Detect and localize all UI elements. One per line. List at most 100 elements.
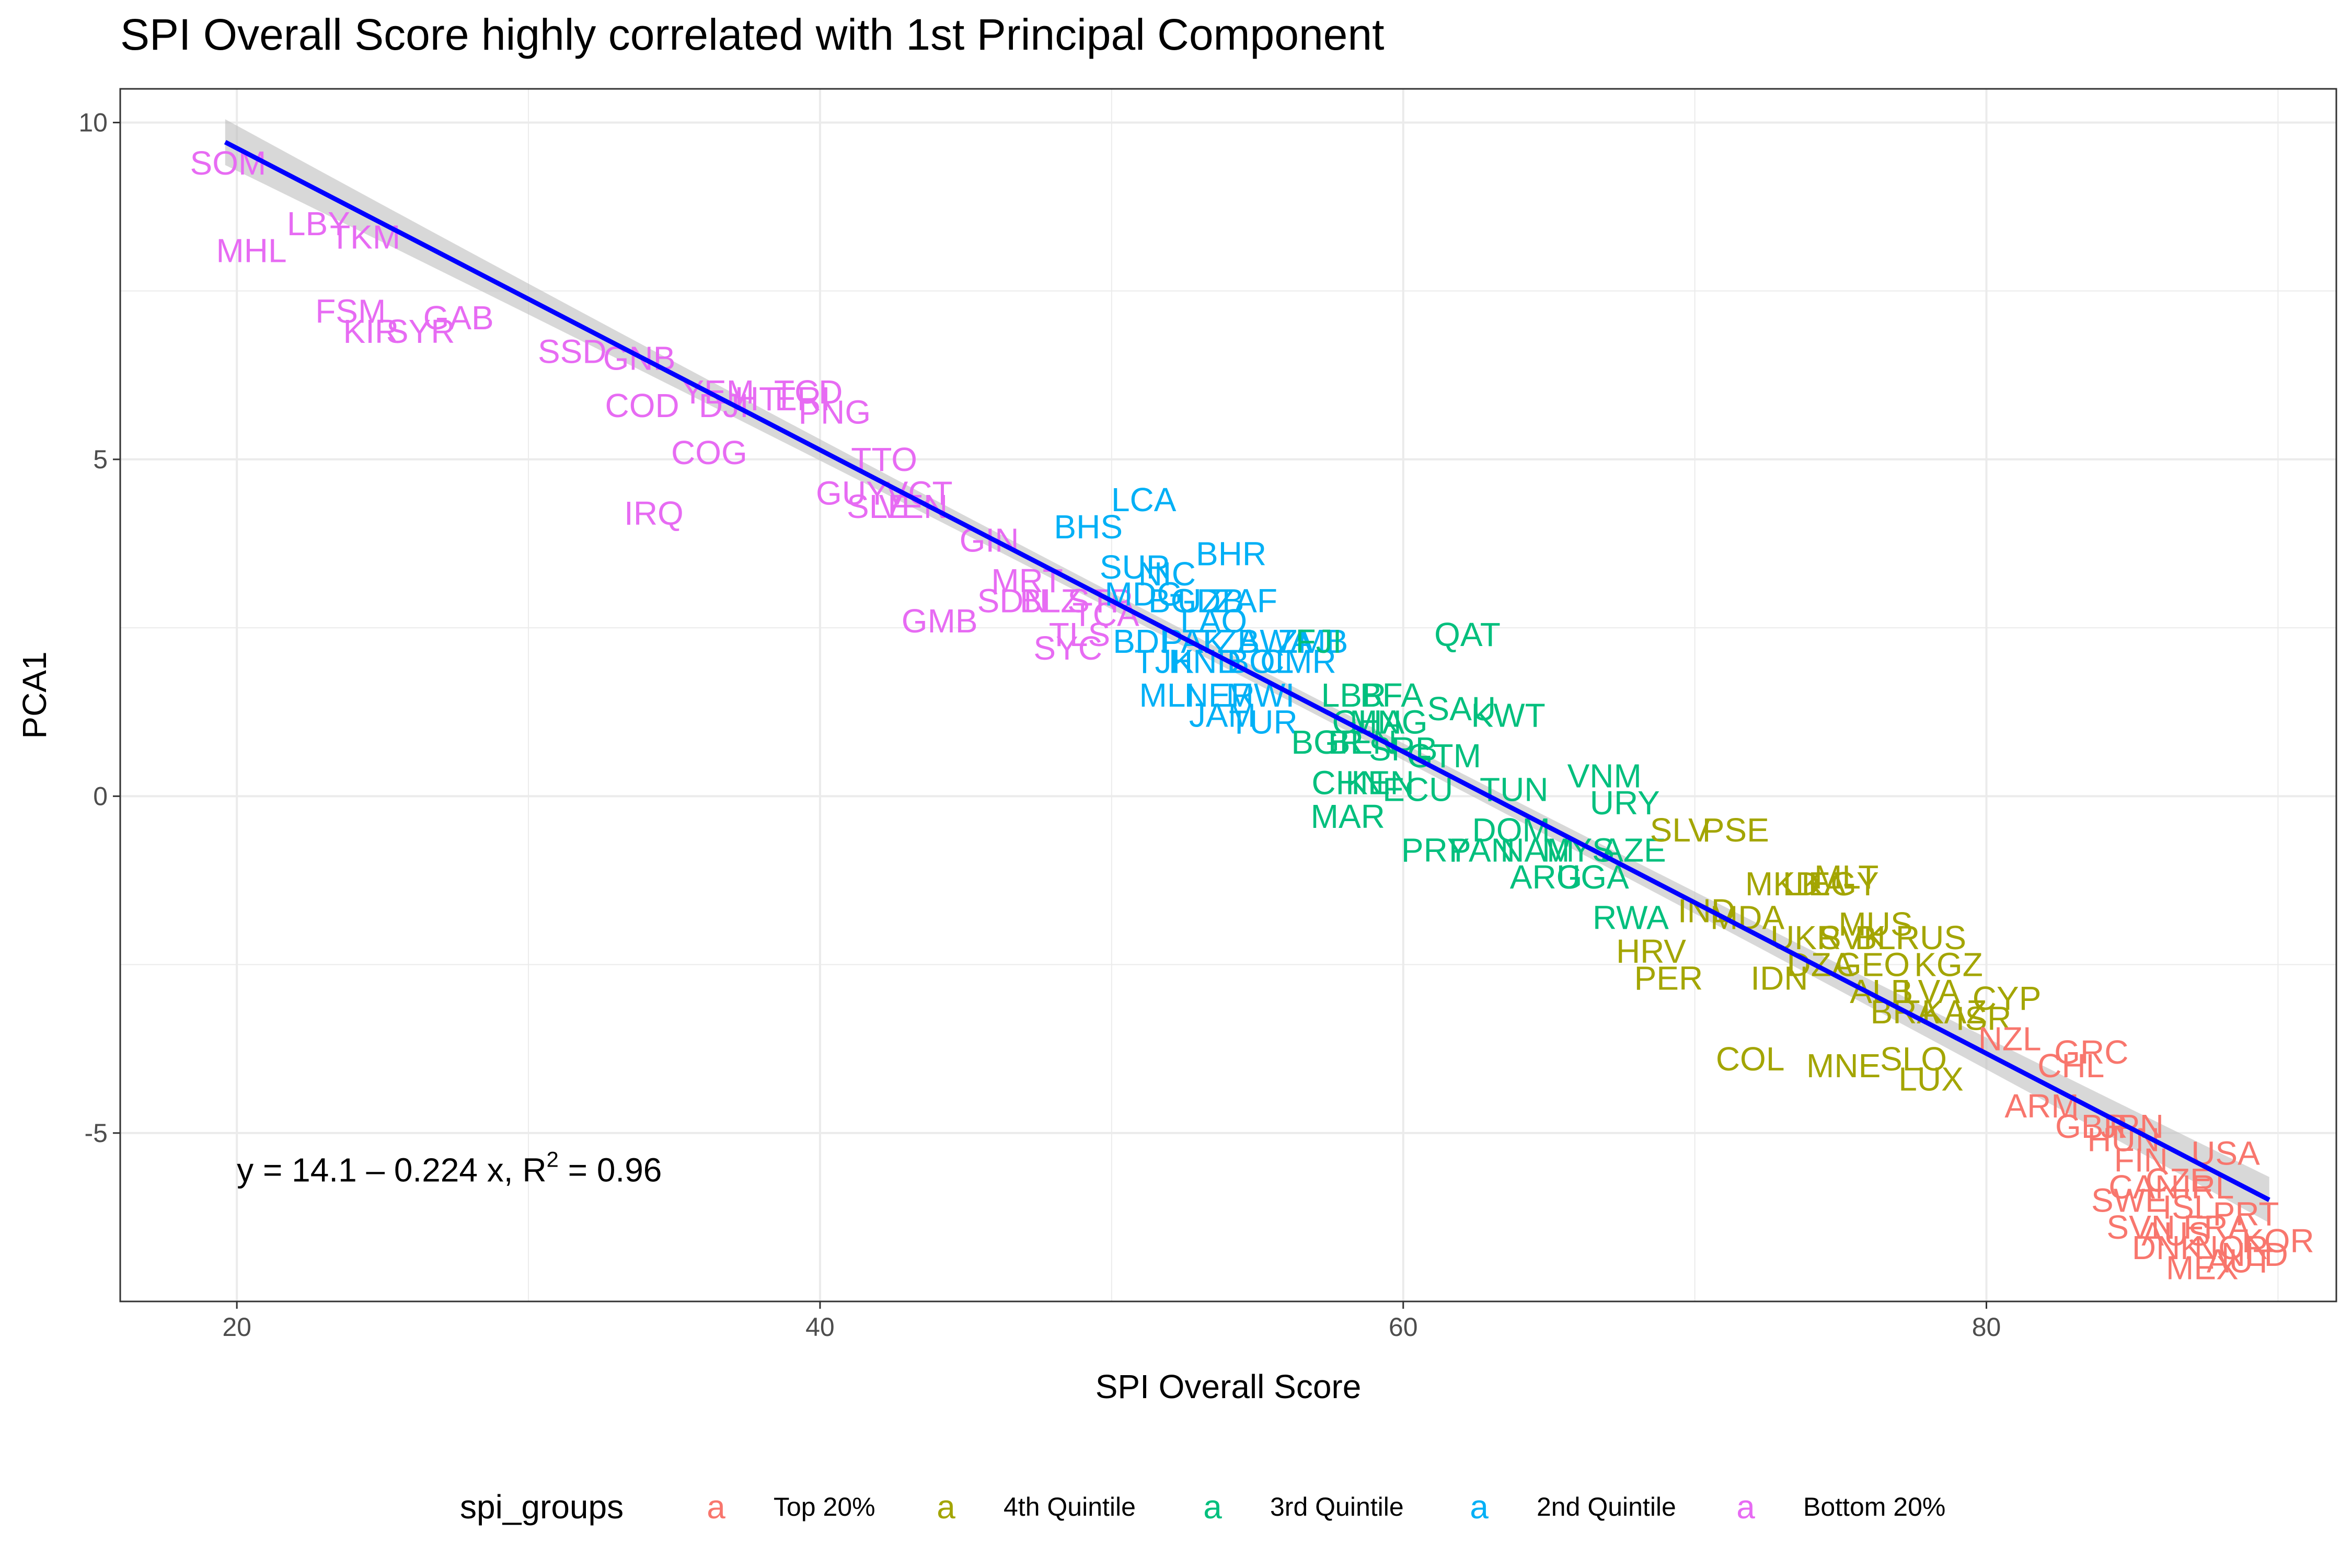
point-label-pse: PSE — [1702, 811, 1769, 849]
point-label-tjk: TJK — [1134, 643, 1194, 681]
point-label-ner: NER — [1184, 676, 1255, 714]
x-tick-label: 80 — [1972, 1312, 2001, 1342]
point-label-nzl: NZL — [1978, 1020, 2042, 1057]
point-label-isl: ISL — [2162, 1189, 2212, 1226]
x-tick-label: 20 — [222, 1312, 251, 1342]
point-label-fin: FIN — [2114, 1141, 2168, 1179]
point-label-kwt: KWT — [1471, 697, 1545, 734]
point-label-gtm: GTM — [1407, 737, 1481, 775]
point-label-chl: CHL — [2037, 1047, 2104, 1085]
plot-border — [119, 88, 2337, 1302]
y-axis-title: PCA1 — [16, 651, 53, 739]
point-label-pry: PRY — [1401, 831, 1469, 869]
point-label-sau: SAU — [1427, 690, 1496, 728]
point-label-vct: VCT — [886, 474, 953, 512]
point-label-gbr: GBR — [2055, 1108, 2128, 1145]
equation-main: y = 14.1 – 0.224 x, R — [237, 1151, 546, 1189]
point-label-stp: STP — [1067, 582, 1132, 620]
point-label-blz: BLZ — [1020, 582, 1081, 620]
point-label-blr: BLR — [1855, 919, 1920, 956]
point-label-mng: MNG — [1350, 704, 1427, 741]
point-label-isr: ISR — [1956, 1000, 2012, 1037]
point-label-som: SOM — [190, 144, 267, 182]
point-label-png: PNG — [798, 394, 871, 431]
point-label-alb: ALB — [1850, 973, 1913, 1010]
legend-item: a 2nd Quintile — [1470, 1488, 1676, 1526]
axis-layer: 20 40 60 80 -5 0 5 10 — [78, 108, 2001, 1342]
point-label-lka: LKA — [1783, 865, 1846, 903]
point-label-syr: SYR — [386, 313, 455, 350]
point-label-tza: TZA — [1197, 622, 1260, 660]
x-tick-label: 40 — [805, 1312, 835, 1342]
point-label-svk: SVK — [1819, 919, 1886, 956]
legend-key: a — [1470, 1488, 1489, 1526]
point-label-nic: NIC — [1138, 555, 1196, 593]
point-label-mli: MLI — [1139, 676, 1195, 714]
point-label-vnm: VNM — [1567, 757, 1642, 795]
point-label-kgz: KGZ — [1914, 946, 1983, 984]
point-label-rus: RUS — [1896, 919, 1966, 956]
point-label-irl: IRL — [2182, 1168, 2234, 1206]
point-label-mkd: MKD — [1745, 865, 1819, 903]
point-label-uzb: UZB — [1178, 582, 1244, 620]
point-label-mlt: MLT — [1814, 858, 1878, 896]
point-label-bgr: BGR — [1291, 723, 1364, 761]
point-label-fji: FJI — [1296, 622, 1342, 660]
point-label-cmr: CMR — [1260, 643, 1336, 681]
legend-label: 2nd Quintile — [1537, 1492, 1676, 1521]
y-tick-label: -5 — [85, 1119, 108, 1148]
point-label-aut: AUT — [2207, 1242, 2274, 1280]
point-label-fsm: FSM — [315, 292, 386, 330]
chart-title: SPI Overall Score highly correlated with… — [120, 10, 1385, 59]
point-label-lux: LUX — [1898, 1060, 1964, 1098]
point-label-bhr: BHR — [1196, 535, 1266, 572]
legend-label: Bottom 20% — [1803, 1492, 1945, 1521]
point-label-kir: KIR — [343, 313, 399, 350]
point-label-cog: COG — [671, 434, 747, 471]
point-label-bwa: BWA — [1238, 622, 1313, 660]
point-label-bol: BOL — [1227, 643, 1294, 681]
legend-key: a — [1736, 1488, 1755, 1526]
point-label-tca: TCA — [1073, 595, 1139, 633]
point-label-per: PER — [1634, 959, 1703, 997]
legend-key: a — [937, 1488, 955, 1526]
point-label-nor: NOR — [2194, 1229, 2268, 1266]
x-tick-label: 60 — [1389, 1312, 1418, 1342]
regression-line — [224, 140, 2270, 1202]
legend: spi_groups a Top 20% a 4th Quintile a 3rd Qui… — [460, 1488, 1945, 1526]
legend-item: a 3rd Quintile — [1203, 1488, 1404, 1526]
point-label-hun: HUN — [2087, 1121, 2160, 1159]
y-tick-label: 5 — [93, 445, 108, 474]
point-label-tun: TUN — [1480, 770, 1549, 808]
point-label-mys: MYS — [1542, 831, 1615, 869]
equation-superscript: 2 — [547, 1147, 559, 1172]
point-label-nam: NAM — [1500, 831, 1574, 869]
point-label-zaf: ZAF — [1214, 582, 1277, 620]
legend-label: Top 20% — [774, 1492, 875, 1521]
point-label-mhl: MHL — [216, 232, 286, 269]
point-label-mex: MEX — [2166, 1249, 2239, 1287]
point-label-arg: ARG — [1510, 858, 1583, 896]
equation-suffix: = 0.96 — [559, 1151, 662, 1189]
point-label-tls: TLS — [1049, 616, 1110, 653]
y-tick-label: 0 — [93, 781, 108, 811]
y-tick-label: 10 — [78, 108, 108, 137]
point-label-gmb: GMB — [902, 602, 978, 640]
point-label-fra: FRA — [2183, 1208, 2250, 1246]
point-label-lca: LCA — [1111, 481, 1177, 518]
point-label-lbr: LBR — [1321, 676, 1387, 714]
point-label-yem: YEM — [682, 373, 754, 411]
point-label-ury: URY — [1590, 784, 1660, 822]
point-label-bdi: BDI — [1113, 622, 1169, 660]
regression-equation: y = 14.1 – 0.224 x, R2 = 0.96 — [237, 1147, 662, 1189]
point-label-ven: VEN — [879, 488, 948, 525]
point-label-dnk: DNK — [2132, 1229, 2203, 1266]
point-label-sur: SUR — [1100, 548, 1170, 586]
legend-item: a Top 20% — [707, 1488, 875, 1526]
point-label-egy: EGY — [1808, 865, 1879, 903]
point-label-bfa: BFA — [1360, 676, 1423, 714]
point-label-irq: IRQ — [624, 494, 684, 532]
point-label-cyp: CYP — [1973, 979, 2042, 1017]
point-label-mwi: MWI — [1226, 676, 1295, 714]
